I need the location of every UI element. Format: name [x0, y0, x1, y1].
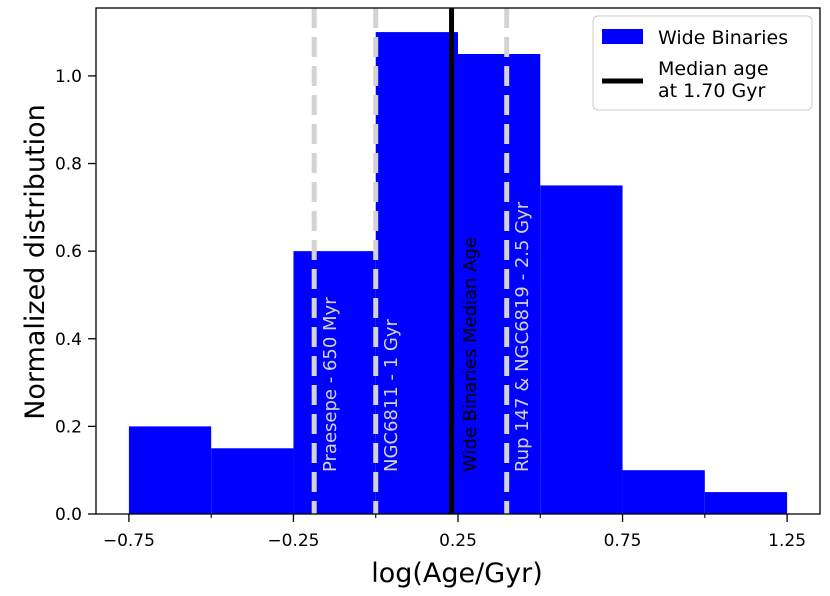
vline-annotation: Rup 147 & NGC6819 - 2.5 Gyr	[512, 201, 533, 472]
histogram-bar	[211, 448, 294, 514]
histogram-bar	[458, 54, 541, 514]
legend-patch-wide-binaries	[602, 29, 643, 44]
legend: Wide Binaries Median age at 1.70 Gyr	[592, 15, 813, 111]
x-tick-label: 0.25	[439, 531, 477, 551]
legend-label-median: Median age at 1.70 Gyr	[658, 58, 769, 102]
y-tick-label: 0.0	[55, 505, 82, 525]
y-tick-label: 0.8	[55, 155, 82, 175]
x-tick-label: 0.75	[604, 531, 642, 551]
legend-label-line: at 1.70 Gyr	[658, 80, 765, 102]
y-tick-label: 0.2	[55, 417, 82, 437]
vline-annotation: Praesepe - 650 Myr	[320, 297, 341, 472]
axes-group: −0.75 −0.25 0.25 0.75 1.25 0.0 0.2 0.4 0.6 0.8 1.0	[55, 7, 821, 551]
legend-box	[592, 15, 813, 111]
x-tick-label: 1.25	[768, 531, 806, 551]
legend-label-wide-binaries: Wide Binaries	[658, 27, 788, 49]
histogram-bar	[293, 251, 376, 514]
annotations-group: Praesepe - 650 Myr NGC6811 - 1 Gyr Wide Bi…	[320, 201, 533, 472]
vline-annotation: Wide Binaries Median Age	[460, 237, 481, 472]
histogram-bar	[128, 426, 212, 514]
x-axis-label: log(Age/Gyr)	[371, 558, 543, 589]
histogram-bar	[704, 492, 788, 514]
x-tick-label: −0.75	[103, 531, 155, 551]
histogram-bar	[540, 185, 623, 514]
x-tick-label: −0.25	[267, 531, 319, 551]
vline-annotation: NGC6811 - 1 Gyr	[381, 318, 402, 472]
y-tick-label: 1.0	[55, 67, 82, 87]
y-axis-label: Normalized distribution	[20, 104, 51, 420]
y-tick-label: 0.4	[55, 330, 82, 350]
vertical-lines-group	[311, 8, 510, 514]
histogram-bar	[375, 32, 458, 514]
bars-group	[128, 32, 788, 514]
legend-label-line: Median age	[658, 58, 769, 80]
y-tick-label: 0.6	[55, 242, 82, 262]
histogram-bar	[622, 470, 705, 514]
